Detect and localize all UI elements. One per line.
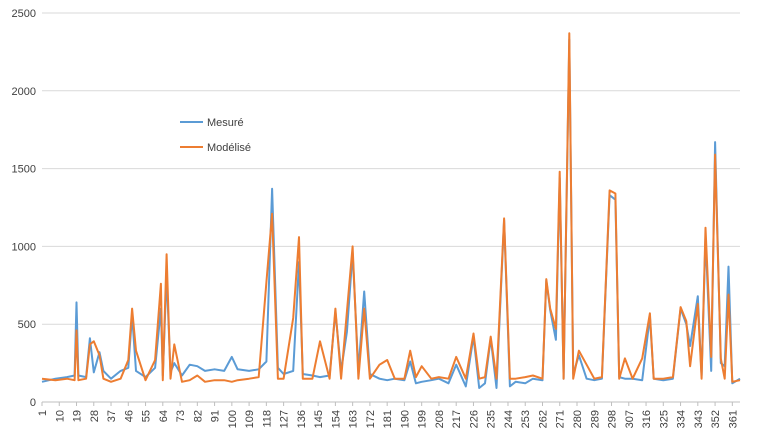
x-tick-label: 199 [417,410,429,428]
legend-label: Mesuré [207,117,244,129]
x-tick-label: 19 [72,410,84,422]
series-lines [41,32,741,389]
y-tick-label: 0 [30,397,36,409]
y-tick-label: 2500 [12,8,36,20]
x-tick-label: 55 [141,410,153,422]
x-tick-label: 361 [727,410,739,428]
x-tick-label: 262 [537,410,549,428]
y-tick-label: 1500 [12,164,36,176]
x-tick-label: 10 [54,410,66,422]
x-tick-label: 190 [399,410,411,428]
x-tick-label: 307 [624,410,636,428]
x-tick-label: 334 [676,410,688,428]
y-tick-label: 500 [18,319,36,331]
x-tick-label: 37 [106,410,118,422]
x-tick-label: 289 [589,410,601,428]
y-tick-label: 2000 [12,86,36,98]
x-tick-label: 136 [296,410,308,428]
x-tick-label: 208 [434,410,446,428]
y-axis-ticks: 0 500 1000 1500 2000 2500 [12,8,36,409]
legend: Mesuré Modélisé [180,117,251,154]
x-tick-label: 154 [330,410,342,428]
legend-label: Modélisé [207,142,251,154]
x-tick-label: 181 [382,410,394,428]
x-tick-label: 1 [37,410,49,416]
x-tick-label: 343 [693,410,705,428]
series-line-mesure [41,38,741,389]
x-tick-label: 163 [348,410,360,428]
x-tick-label: 172 [365,410,377,428]
x-tick-label: 118 [261,410,273,428]
x-tick-label: 127 [279,410,291,428]
x-tick-label: 46 [123,410,135,422]
x-tick-label: 226 [468,410,480,428]
y-tick-label: 1000 [12,241,36,253]
x-tick-label: 280 [572,410,584,428]
gridlines [42,12,740,403]
x-tick-label: 64 [158,410,170,422]
x-tick-label: 298 [607,410,619,428]
x-tick-label: 91 [210,410,222,422]
x-tick-label: 235 [486,410,498,428]
x-tick-label: 100 [227,410,239,428]
x-tick-label: 316 [641,410,653,428]
x-tick-label: 253 [520,410,532,428]
x-tick-label: 145 [313,410,325,428]
x-tick-label: 244 [503,410,515,428]
series-line-modelise [41,32,741,383]
x-tick-label: 271 [555,410,567,428]
x-tick-label: 217 [451,410,463,428]
x-axis-ticks: 1 10 19 28 37 46 55 64 73 82 91 100 109 118 127 136 145 1… [37,402,739,428]
x-tick-label: 73 [175,410,187,422]
x-tick-label: 352 [710,410,722,428]
x-tick-label: 109 [244,410,256,428]
x-tick-label: 28 [89,410,101,422]
x-tick-label: 82 [192,410,204,422]
x-tick-label: 325 [658,410,670,428]
